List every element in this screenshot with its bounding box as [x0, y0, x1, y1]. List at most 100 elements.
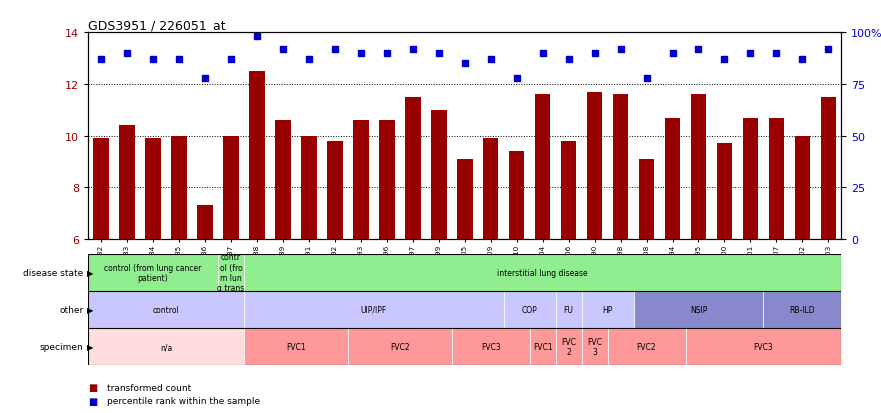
- Bar: [145, 139, 161, 240]
- Text: specimen: specimen: [40, 342, 84, 351]
- Text: transformed count: transformed count: [107, 383, 192, 392]
- Bar: [197, 206, 213, 240]
- Point: [821, 46, 835, 53]
- Bar: [764, 291, 841, 328]
- Point: [380, 50, 394, 57]
- Text: ■: ■: [88, 382, 97, 392]
- Bar: [457, 159, 472, 240]
- Point: [198, 75, 212, 82]
- Bar: [218, 254, 244, 291]
- Bar: [88, 291, 244, 328]
- Text: NSIP: NSIP: [690, 305, 707, 314]
- Bar: [613, 95, 628, 240]
- Point: [561, 57, 575, 63]
- Bar: [556, 291, 581, 328]
- Bar: [639, 159, 655, 240]
- Bar: [249, 72, 264, 240]
- Point: [692, 46, 706, 53]
- Text: ▶: ▶: [87, 305, 93, 314]
- Point: [484, 57, 498, 63]
- Bar: [581, 328, 608, 366]
- Point: [588, 50, 602, 57]
- Text: FVC1: FVC1: [286, 342, 306, 351]
- Point: [146, 57, 160, 63]
- Text: percentile rank within the sample: percentile rank within the sample: [107, 396, 261, 405]
- Bar: [405, 97, 420, 240]
- Bar: [556, 328, 581, 366]
- Bar: [608, 328, 685, 366]
- Point: [744, 50, 758, 57]
- Bar: [93, 139, 109, 240]
- Bar: [633, 291, 764, 328]
- Point: [302, 57, 316, 63]
- Bar: [561, 141, 576, 240]
- Point: [796, 57, 810, 63]
- Point: [536, 50, 550, 57]
- Text: FVC1: FVC1: [533, 342, 552, 351]
- Text: FVC2: FVC2: [390, 342, 410, 351]
- Text: COP: COP: [522, 305, 537, 314]
- Bar: [353, 121, 368, 240]
- Bar: [244, 254, 841, 291]
- Text: ▶: ▶: [87, 342, 93, 351]
- Bar: [535, 95, 551, 240]
- Text: FVC3: FVC3: [753, 342, 774, 351]
- Bar: [691, 95, 707, 240]
- Bar: [301, 136, 316, 240]
- Text: contr
ol (fro
m lun
g trans: contr ol (fro m lun g trans: [218, 252, 245, 293]
- Text: UIP/IPF: UIP/IPF: [360, 305, 387, 314]
- Bar: [171, 136, 187, 240]
- Point: [717, 57, 731, 63]
- Bar: [665, 118, 680, 240]
- Point: [665, 50, 679, 57]
- Bar: [743, 118, 759, 240]
- Text: GDS3951 / 226051_at: GDS3951 / 226051_at: [88, 19, 226, 32]
- Bar: [820, 97, 836, 240]
- Text: ▶: ▶: [87, 268, 93, 277]
- Text: interstitial lung disease: interstitial lung disease: [498, 268, 588, 277]
- Text: FVC2: FVC2: [637, 342, 656, 351]
- Text: RB-ILD: RB-ILD: [789, 305, 815, 314]
- Point: [172, 57, 186, 63]
- Point: [224, 57, 238, 63]
- Point: [406, 46, 420, 53]
- Bar: [244, 328, 348, 366]
- Bar: [685, 328, 841, 366]
- Text: FVC
2: FVC 2: [561, 337, 576, 356]
- Point: [276, 46, 290, 53]
- Bar: [452, 328, 529, 366]
- Bar: [431, 111, 447, 240]
- Bar: [327, 141, 343, 240]
- Point: [354, 50, 368, 57]
- Text: disease state: disease state: [24, 268, 84, 277]
- Point: [458, 61, 472, 67]
- Point: [328, 46, 342, 53]
- Bar: [244, 291, 504, 328]
- Text: other: other: [59, 305, 84, 314]
- Point: [509, 75, 523, 82]
- Point: [769, 50, 783, 57]
- Bar: [768, 118, 784, 240]
- Text: n/a: n/a: [159, 342, 172, 351]
- Bar: [379, 121, 395, 240]
- Bar: [581, 291, 633, 328]
- Text: control (from lung cancer
patient): control (from lung cancer patient): [104, 263, 202, 282]
- Bar: [529, 328, 556, 366]
- Bar: [275, 121, 291, 240]
- Bar: [348, 328, 452, 366]
- Bar: [587, 93, 603, 240]
- Text: FU: FU: [564, 305, 574, 314]
- Bar: [88, 328, 244, 366]
- Bar: [509, 152, 524, 240]
- Bar: [119, 126, 135, 240]
- Point: [640, 75, 654, 82]
- Text: ■: ■: [88, 396, 97, 406]
- Text: FVC3: FVC3: [481, 342, 500, 351]
- Text: FVC
3: FVC 3: [587, 337, 602, 356]
- Text: HP: HP: [603, 305, 613, 314]
- Bar: [716, 144, 732, 240]
- Point: [432, 50, 446, 57]
- Point: [120, 50, 134, 57]
- Point: [250, 34, 264, 40]
- Bar: [483, 139, 499, 240]
